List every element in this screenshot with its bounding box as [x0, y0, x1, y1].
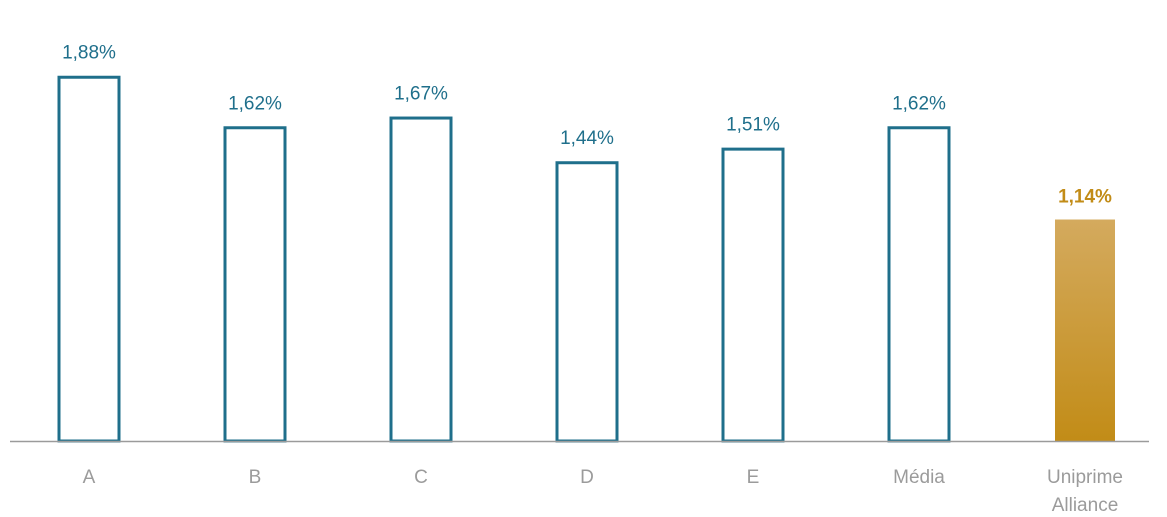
data-label-2: 1,62% [228, 93, 282, 114]
bar-1 [57, 75, 121, 443]
category-label-1: A [83, 467, 96, 488]
category-labels-layer: A B C D E Média Uniprime Alliance [83, 467, 1123, 516]
data-label-6: 1,62% [892, 93, 946, 114]
bar-5 [721, 147, 785, 443]
data-label-4: 1,44% [560, 128, 614, 149]
bar-6 [887, 126, 951, 443]
bar-7 [1055, 219, 1115, 441]
bar-4 [555, 161, 619, 443]
category-label-3: C [414, 467, 428, 488]
data-label-7: 1,14% [1058, 187, 1112, 208]
data-label-3: 1,67% [394, 84, 448, 105]
data-labels-layer: 1,88% 1,62% 1,67% 1,44% 1,51% 1,62% 1,14% [62, 43, 1112, 208]
data-label-1: 1,88% [62, 43, 116, 64]
bar-3 [389, 116, 453, 443]
category-label-7-line-2: Alliance [1052, 495, 1119, 516]
category-label-4: D [580, 467, 594, 488]
category-label-7-line-1: Uniprime [1047, 467, 1123, 488]
category-label-2: B [249, 467, 262, 488]
category-label-5: E [747, 467, 760, 488]
data-label-5: 1,51% [726, 115, 780, 136]
bar-2 [223, 126, 287, 443]
category-label-6: Média [893, 467, 945, 488]
